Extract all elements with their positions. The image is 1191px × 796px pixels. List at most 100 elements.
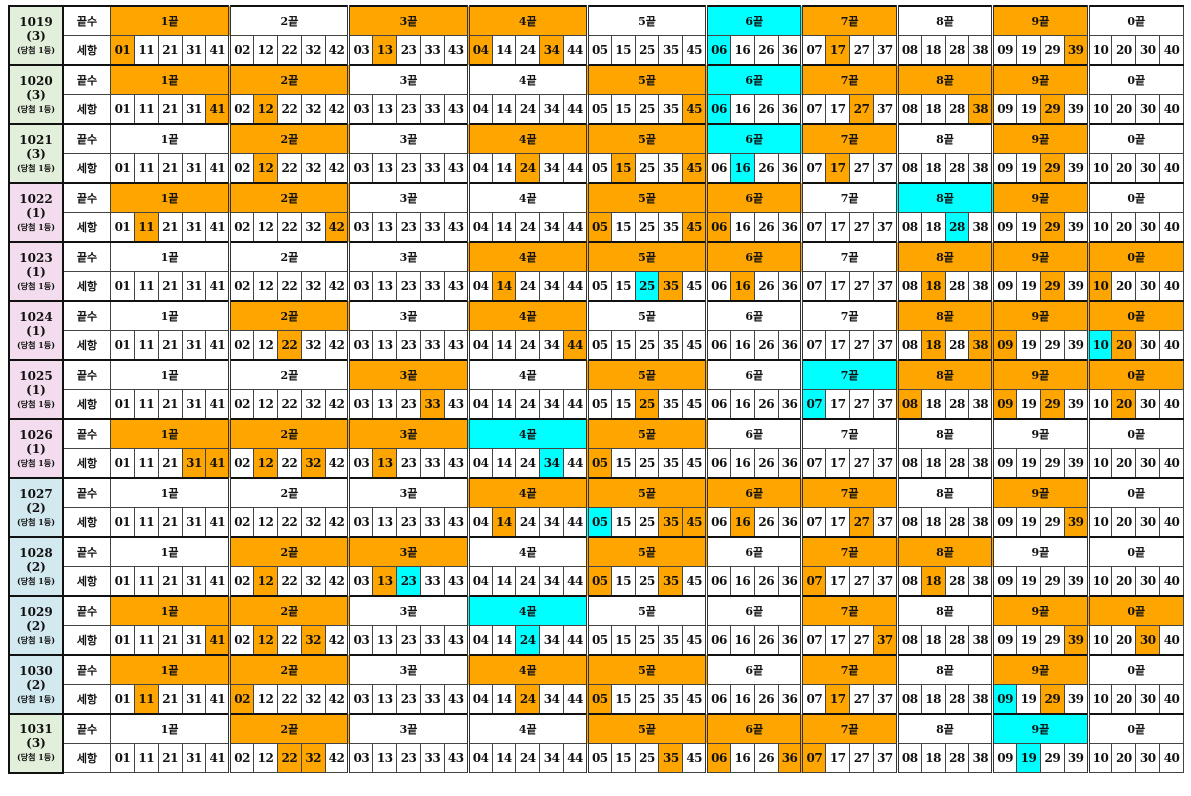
number-cell: 07 [800,271,827,302]
number-cell: 29 [1039,743,1065,773]
number-cell: 21 [157,330,183,361]
number-cell: 45 [682,330,708,361]
tail-group-header: 9끝 [991,713,1089,744]
draw-label: 1029 (2) (당첨 1등) [8,595,64,656]
number-cell: 18 [920,684,946,715]
number-cell: 33 [419,94,445,125]
number-cell: 18 [920,743,946,773]
number-cell: 33 [419,271,445,302]
draw-label: 1023 (1) (당첨 1등) [8,241,64,302]
tail-group-header: 0끝 [1086,595,1185,626]
number-cell: 17 [825,684,851,715]
number-cell: 34 [539,507,565,538]
draw-row-items: 세항 01 11 21 31 41 02 12 22 32 42 03 13 23 33 43 04 14 24 34… [9,743,1184,773]
number-cell: 41 [205,566,231,597]
number-cell: 36 [777,448,803,479]
number-cell: 11 [133,35,159,66]
tail-group-header: 2끝 [228,241,350,272]
draw-count: (1) [26,441,46,456]
number-cell: 15 [610,507,636,538]
number-cell: 07 [800,212,827,243]
number-cell: 21 [157,625,183,656]
number-cell: 37 [873,448,898,479]
number-cell: 14 [491,212,517,243]
number-cell: 35 [658,448,684,479]
number-cell: 10 [1086,330,1113,361]
draw-row-items: 세항 01 11 21 31 41 02 12 22 32 42 03 13 23 33 43 04 14 24 34… [9,389,1184,420]
number-cell: 28 [944,448,970,479]
tail-group-header: 7끝 [800,477,898,508]
number-cell: 02 [228,389,255,420]
tail-group-header: 3끝 [347,241,469,272]
tail-group-header: 2끝 [228,418,350,449]
number-cell: 03 [347,448,374,479]
tail-group-header: 8끝 [895,64,994,95]
number-cell: 01 [110,330,135,361]
number-cell: 24 [515,212,541,243]
number-cell: 32 [300,35,326,66]
number-cell: 44 [563,566,588,597]
number-cell: 36 [777,625,803,656]
number-cell: 39 [1063,94,1089,125]
number-cell: 27 [849,507,874,538]
number-cell: 14 [491,448,517,479]
tail-group-header: 3끝 [347,300,469,331]
number-cell: 35 [658,743,684,773]
number-cell: 45 [682,271,708,302]
tail-group-header: 9끝 [991,654,1089,685]
number-cell: 35 [658,389,684,420]
draw-row-1021: 1021 (3) (당첨 1등) 끝수 1끝 2끝 3끝 4끝 5끝 6끝 7끝 8끝 9끝 0끝 [8,123,1185,184]
number-cell: 28 [944,389,970,420]
number-cell: 22 [276,625,302,656]
number-cell: 17 [825,625,851,656]
number-cell: 08 [895,625,922,656]
number-cell: 18 [920,35,946,66]
number-cell: 13 [372,212,398,243]
number-cell: 24 [515,94,541,125]
draw-note: (당첨 1등) [16,752,55,763]
number-cell: 37 [873,94,898,125]
number-cell: 35 [658,330,684,361]
number-cell: 10 [1086,566,1113,597]
number-cell: 04 [466,330,493,361]
number-cell: 15 [610,94,636,125]
number-cell: 19 [1016,94,1041,125]
tail-group-header: 8끝 [895,359,994,390]
number-cell: 19 [1016,271,1041,302]
number-cell: 25 [634,212,660,243]
number-cell: 36 [777,330,803,361]
tail-group-header: 6끝 [705,418,803,449]
number-cell: 21 [157,566,183,597]
number-cell: 24 [515,448,541,479]
tail-group-header: 5끝 [585,123,708,154]
number-cell: 41 [205,212,231,243]
tail-group-header: 1끝 [109,64,231,95]
number-cell: 27 [849,153,874,184]
number-cell: 02 [228,684,255,715]
number-cell: 28 [944,94,970,125]
number-cell: 13 [372,743,398,773]
number-cell: 16 [729,507,755,538]
number-cell: 12 [253,94,278,125]
number-cell: 45 [682,94,708,125]
number-cell: 10 [1086,507,1113,538]
number-cell: 23 [396,684,421,715]
tail-group-header: 7끝 [800,536,898,567]
tail-group-header: 0끝 [1086,536,1185,567]
number-cell: 39 [1063,743,1089,773]
tail-group-header: 8끝 [895,182,994,213]
tail-group-header: 3끝 [347,359,469,390]
number-cell: 39 [1063,507,1089,538]
number-cell: 13 [372,271,398,302]
draw-row-items: 세항 01 11 21 31 41 02 12 22 32 42 03 13 23 33 43 04 14 24 34… [9,448,1184,479]
tail-group-header: 2끝 [228,64,350,95]
number-cell: 30 [1135,684,1161,715]
number-cell: 32 [300,389,326,420]
number-cell: 06 [705,389,731,420]
number-cell: 11 [133,625,159,656]
tail-label: 끝수 [62,536,111,567]
number-cell: 22 [276,743,302,773]
tail-group-header: 6끝 [705,241,803,272]
number-cell: 20 [1111,566,1137,597]
number-cell: 28 [944,566,970,597]
